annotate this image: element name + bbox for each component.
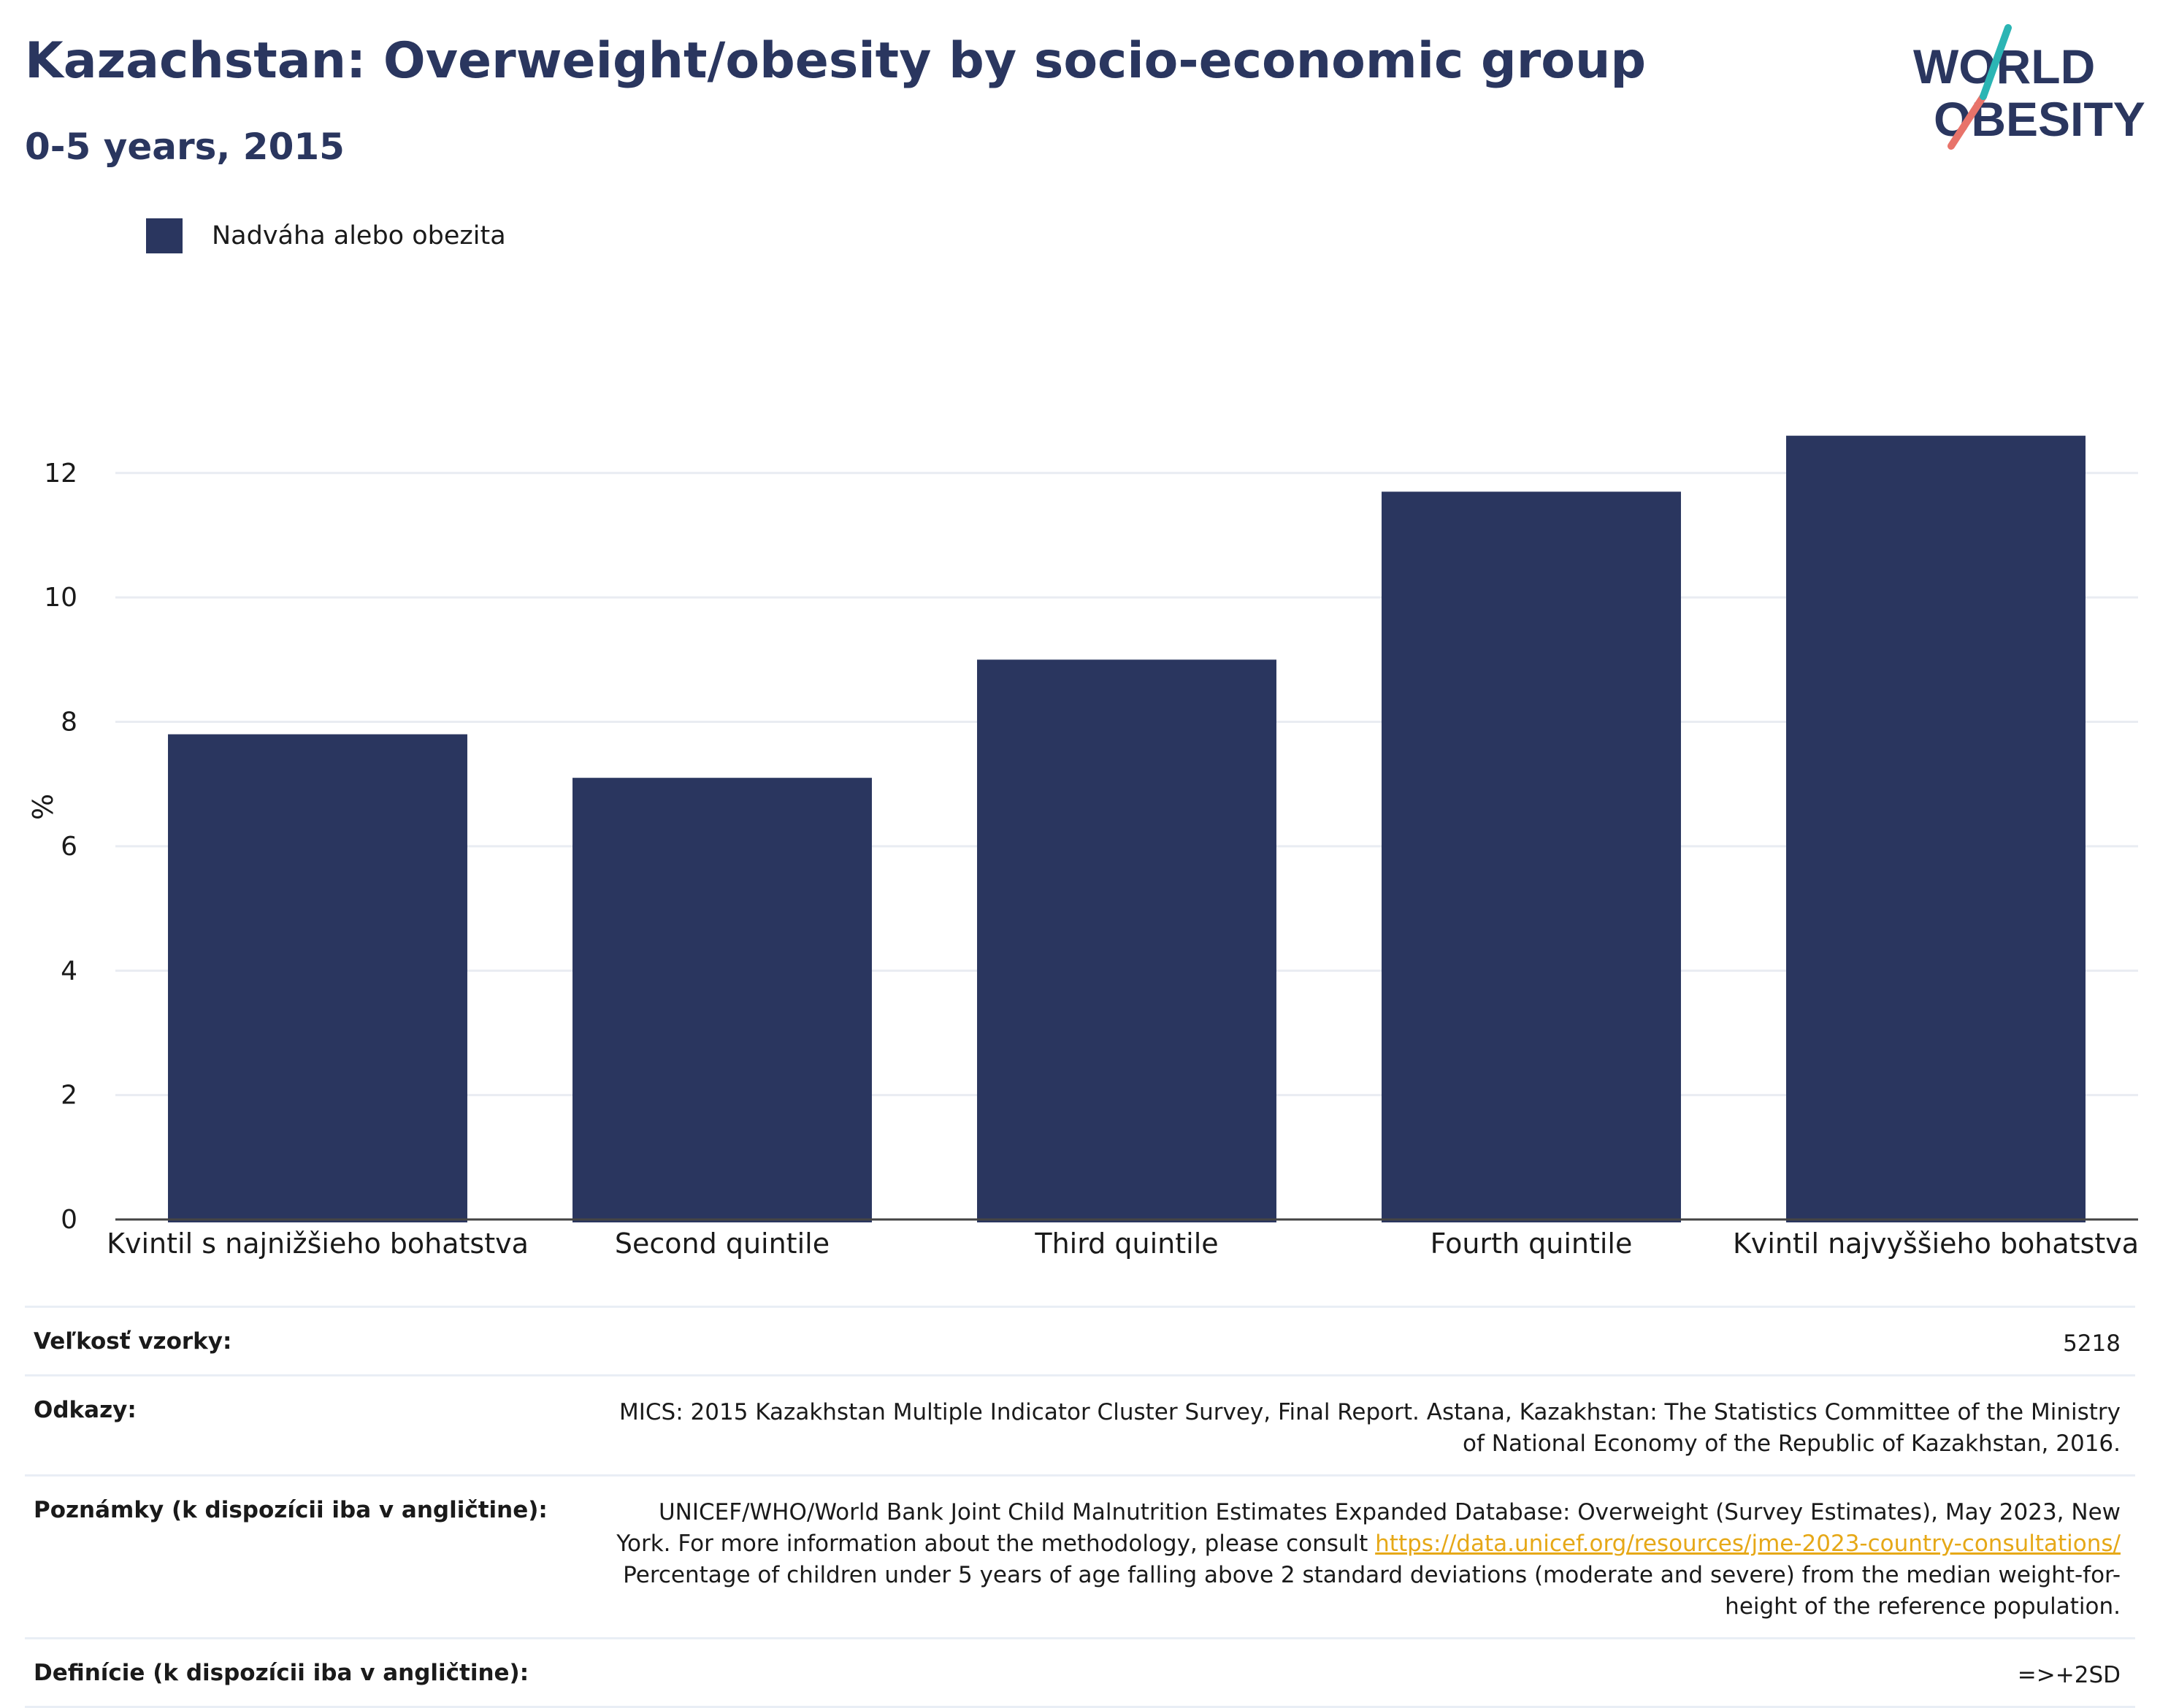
definitions-row: Definície (k dispozícii iba v angličtine…: [25, 1637, 2135, 1708]
y-tick-label: 8: [61, 708, 77, 738]
notes-text-after: Percentage of children under 5 years of …: [623, 1562, 2121, 1620]
notes-row: Poznámky (k dispozícii iba v angličtine)…: [25, 1474, 2135, 1637]
notes-text-before: UNICEF/WHO/World Bank Joint Child Malnut…: [616, 1499, 2121, 1557]
x-tick-label: Second quintile: [615, 1228, 830, 1260]
legend-swatch: [146, 218, 183, 253]
bar: [977, 659, 1276, 1222]
notes-value: UNICEF/WHO/World Bank Joint Child Malnut…: [602, 1497, 2121, 1623]
x-tick-label: Third quintile: [1034, 1228, 1218, 1260]
metadata-table: Veľkosť vzorky: 5218 Odkazy: MICS: 2015 …: [25, 1306, 2135, 1708]
world-obesity-logo: WORLD OBESITY: [1913, 24, 2145, 150]
definitions-label: Definície (k dispozícii iba v angličtine…: [34, 1660, 529, 1686]
y-tick-label: 4: [61, 956, 77, 986]
sample-size-row: Veľkosť vzorky: 5218: [25, 1306, 2135, 1374]
chart-title: Kazachstan: Overweight/obesity by socio-…: [25, 32, 1647, 90]
x-tick-label: Fourth quintile: [1431, 1228, 1633, 1260]
chart-subtitle: 0-5 years, 2015: [25, 126, 345, 168]
legend[interactable]: Nadváha alebo obezita: [146, 218, 506, 254]
y-axis-label: %: [27, 794, 59, 820]
references-label: Odkazy:: [34, 1397, 137, 1423]
sample-size-value: 5218: [2063, 1330, 2121, 1357]
x-tick-label: Kvintil najvyššieho bohatstva: [1733, 1228, 2139, 1260]
y-tick-label: 12: [44, 459, 77, 489]
notes-label: Poznámky (k dispozícii iba v angličtine)…: [34, 1497, 548, 1523]
bar: [1382, 491, 1681, 1222]
x-tick-label: Kvintil s najnižšieho bohatstva: [107, 1228, 529, 1260]
bar: [168, 734, 467, 1222]
bar: [572, 778, 872, 1222]
y-tick-label: 6: [61, 832, 77, 862]
sample-size-label: Veľkosť vzorky:: [34, 1328, 232, 1355]
notes-link[interactable]: https://data.unicef.org/resources/jme-20…: [1375, 1531, 2121, 1557]
y-tick-label: 10: [44, 583, 77, 613]
references-value: MICS: 2015 Kazakhstan Multiple Indicator…: [619, 1399, 2121, 1457]
logo-slash-coral: [1948, 93, 1987, 150]
references-row: Odkazy: MICS: 2015 Kazakhstan Multiple I…: [25, 1374, 2135, 1474]
bar-chart: 0 2 4 6 8 10 12% Kvintil s najnižšieho bohatstv…: [27, 435, 2139, 1260]
y-tick-label: 2: [61, 1081, 77, 1111]
bar: [1786, 435, 2086, 1222]
definitions-value: =>+2SD: [2017, 1662, 2121, 1688]
y-tick-label: 0: [61, 1205, 77, 1235]
legend-label: Nadváha alebo obezita: [212, 221, 506, 250]
logo-slash-teal: [1980, 24, 2012, 100]
